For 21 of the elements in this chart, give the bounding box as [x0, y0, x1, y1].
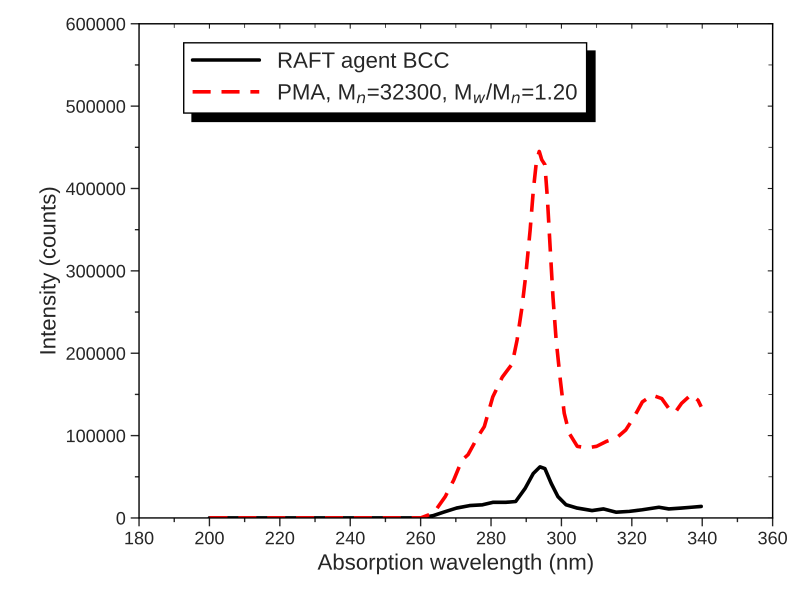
x-tick-label: 320	[617, 532, 646, 544]
x-tick-label: 180	[125, 532, 154, 544]
y-tick-label: 400000	[66, 182, 126, 196]
y-tick-label: 300000	[66, 264, 126, 278]
x-tick-label: 240	[336, 532, 365, 544]
y-tick-label: 500000	[66, 100, 126, 113]
x-tick-label: 340	[688, 532, 717, 544]
x-tick-label: 280	[476, 532, 506, 544]
y-tick-label: 100000	[66, 430, 126, 442]
x-tick-label: 260	[406, 532, 435, 544]
legend-label: RAFT agent BCC	[278, 52, 449, 72]
x-axis-title: Absorption wavelength (nm)	[318, 554, 593, 574]
x-tick-label: 200	[195, 532, 224, 544]
y-tick-label: 600000	[66, 18, 126, 30]
y-tick-label: 200000	[66, 347, 126, 360]
x-tick-label: 360	[758, 532, 787, 544]
x-tick-label: 220	[266, 532, 294, 544]
y-axis-title: Intensity (counts)	[39, 188, 60, 354]
y-tick-label: 0	[116, 512, 126, 525]
legend-label: PMA, M$_{n}$=32300, M$_{w}$/M$_{n}$=1.20	[278, 83, 577, 104]
x-tick-label: 300	[547, 532, 576, 544]
